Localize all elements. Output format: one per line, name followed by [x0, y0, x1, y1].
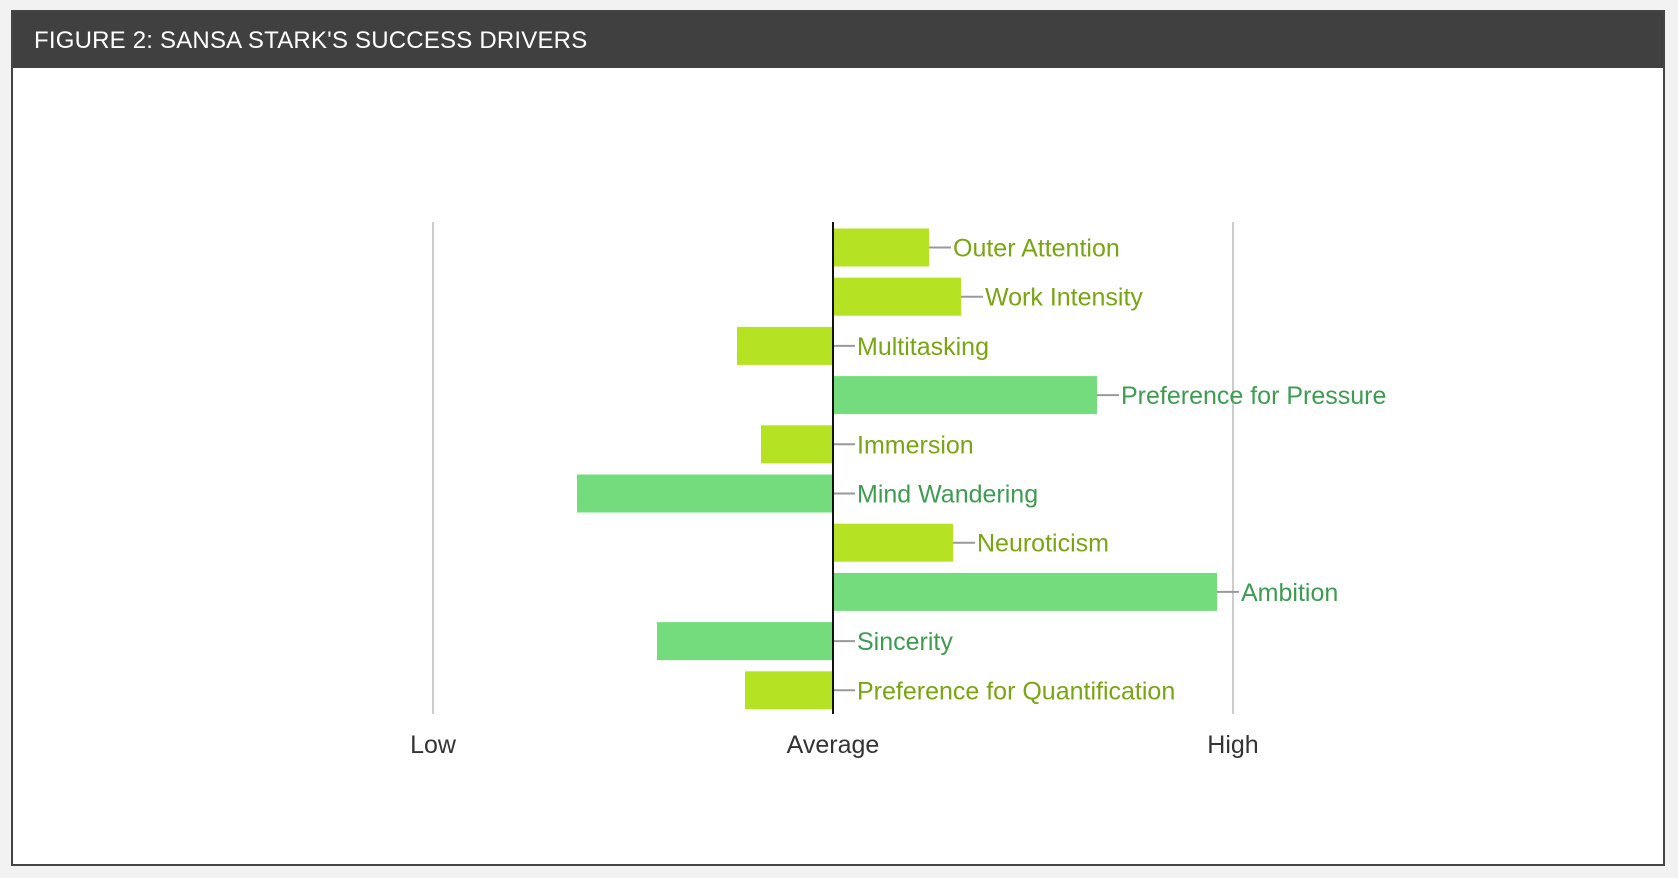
bar-label: Immersion: [857, 431, 974, 459]
bar-label: Ambition: [1241, 579, 1338, 607]
bar-work-intensity: [833, 277, 961, 316]
bar-label: Work Intensity: [985, 284, 1143, 312]
bar-ambition: [833, 572, 1217, 611]
bar-preference-for-quantification: [745, 671, 833, 710]
bar-label: Mind Wandering: [857, 481, 1038, 509]
bar-preference-for-pressure: [833, 376, 1097, 415]
bar-label: Outer Attention: [953, 235, 1120, 263]
bar-label: Preference for Pressure: [1121, 382, 1386, 410]
figure-header: FIGURE 2: SANSA STARK'S SUCCESS DRIVERS: [13, 12, 1663, 68]
tick-label: Average: [787, 731, 880, 759]
bar-immersion: [761, 425, 833, 464]
bar-label: Preference for Quantification: [857, 677, 1175, 705]
bar-label: Multitasking: [857, 333, 989, 361]
bar-label: Sincerity: [857, 628, 953, 656]
bar-label: Neuroticism: [977, 530, 1109, 558]
tick-label: Low: [410, 731, 457, 759]
tick-label: High: [1207, 731, 1258, 759]
bar-outer-attention: [833, 228, 929, 267]
bar-mind-wandering: [577, 474, 833, 513]
figure-title: FIGURE 2: SANSA STARK'S SUCCESS DRIVERS: [34, 27, 588, 54]
bar-multitasking: [737, 326, 833, 365]
figure-frame: FIGURE 2: SANSA STARK'S SUCCESS DRIVERS: [11, 10, 1665, 866]
bar-neuroticism: [833, 523, 953, 562]
bar-sincerity: [657, 622, 833, 661]
